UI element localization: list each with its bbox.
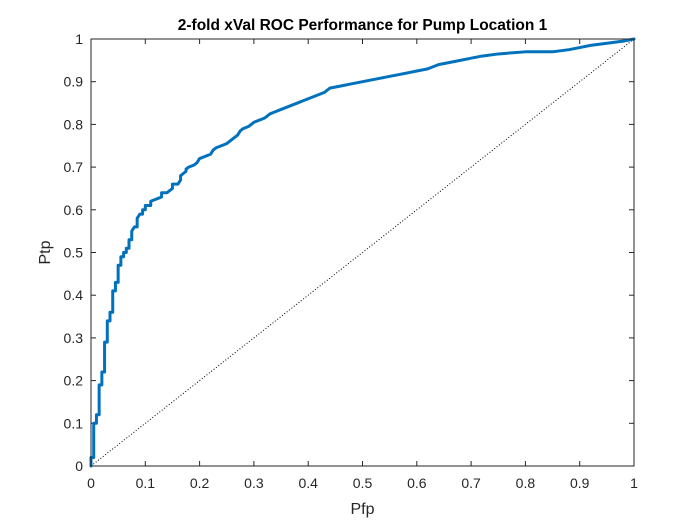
x-tick-label: 0.8 [516,475,536,491]
y-tick-label: 0.5 [64,245,84,261]
y-tick-label: 0.4 [64,287,84,303]
x-tick-label: 0.4 [298,475,318,491]
y-axis-label: Ptp [37,240,54,264]
chance-diagonal-line [90,38,635,467]
x-axis-label: Pfp [350,501,374,518]
y-tick-label: 0.3 [64,330,84,346]
x-tick-label: 0 [87,475,95,491]
y-tick-label: 0.1 [64,415,84,431]
chart-title: 2-fold xVal ROC Performance for Pump Loc… [178,17,548,34]
y-tick-label: 1 [75,31,83,47]
x-axis-ticks: 0 0.1 0.2 0.3 0.4 0.5 0.6 0.7 0.8 0.9 1 [87,39,638,491]
x-tick-label: 0.9 [570,475,590,491]
x-tick-label: 0.7 [461,475,481,491]
x-tick-label: 0.2 [190,475,210,491]
y-tick-label: 0.7 [64,159,84,175]
series-layer [89,37,636,468]
axes-box [90,38,635,467]
y-tick-label: 0.9 [64,74,84,90]
x-tick-label: 0.1 [136,475,156,491]
x-tick-label: 0.6 [407,475,427,491]
y-tick-label: 0.2 [64,373,84,389]
y-tick-label: 0 [75,458,83,474]
x-tick-label: 0.5 [353,475,373,491]
y-tick-label: 0.6 [64,202,84,218]
x-tick-label: 0.3 [244,475,264,491]
y-tick-label: 0.8 [64,116,84,132]
x-tick-label: 1 [630,475,638,491]
y-axis-ticks: 0 0.1 0.2 0.3 0.4 0.5 0.6 0.7 0.8 0.9 1 [64,31,634,474]
roc-curve-line [89,37,636,468]
